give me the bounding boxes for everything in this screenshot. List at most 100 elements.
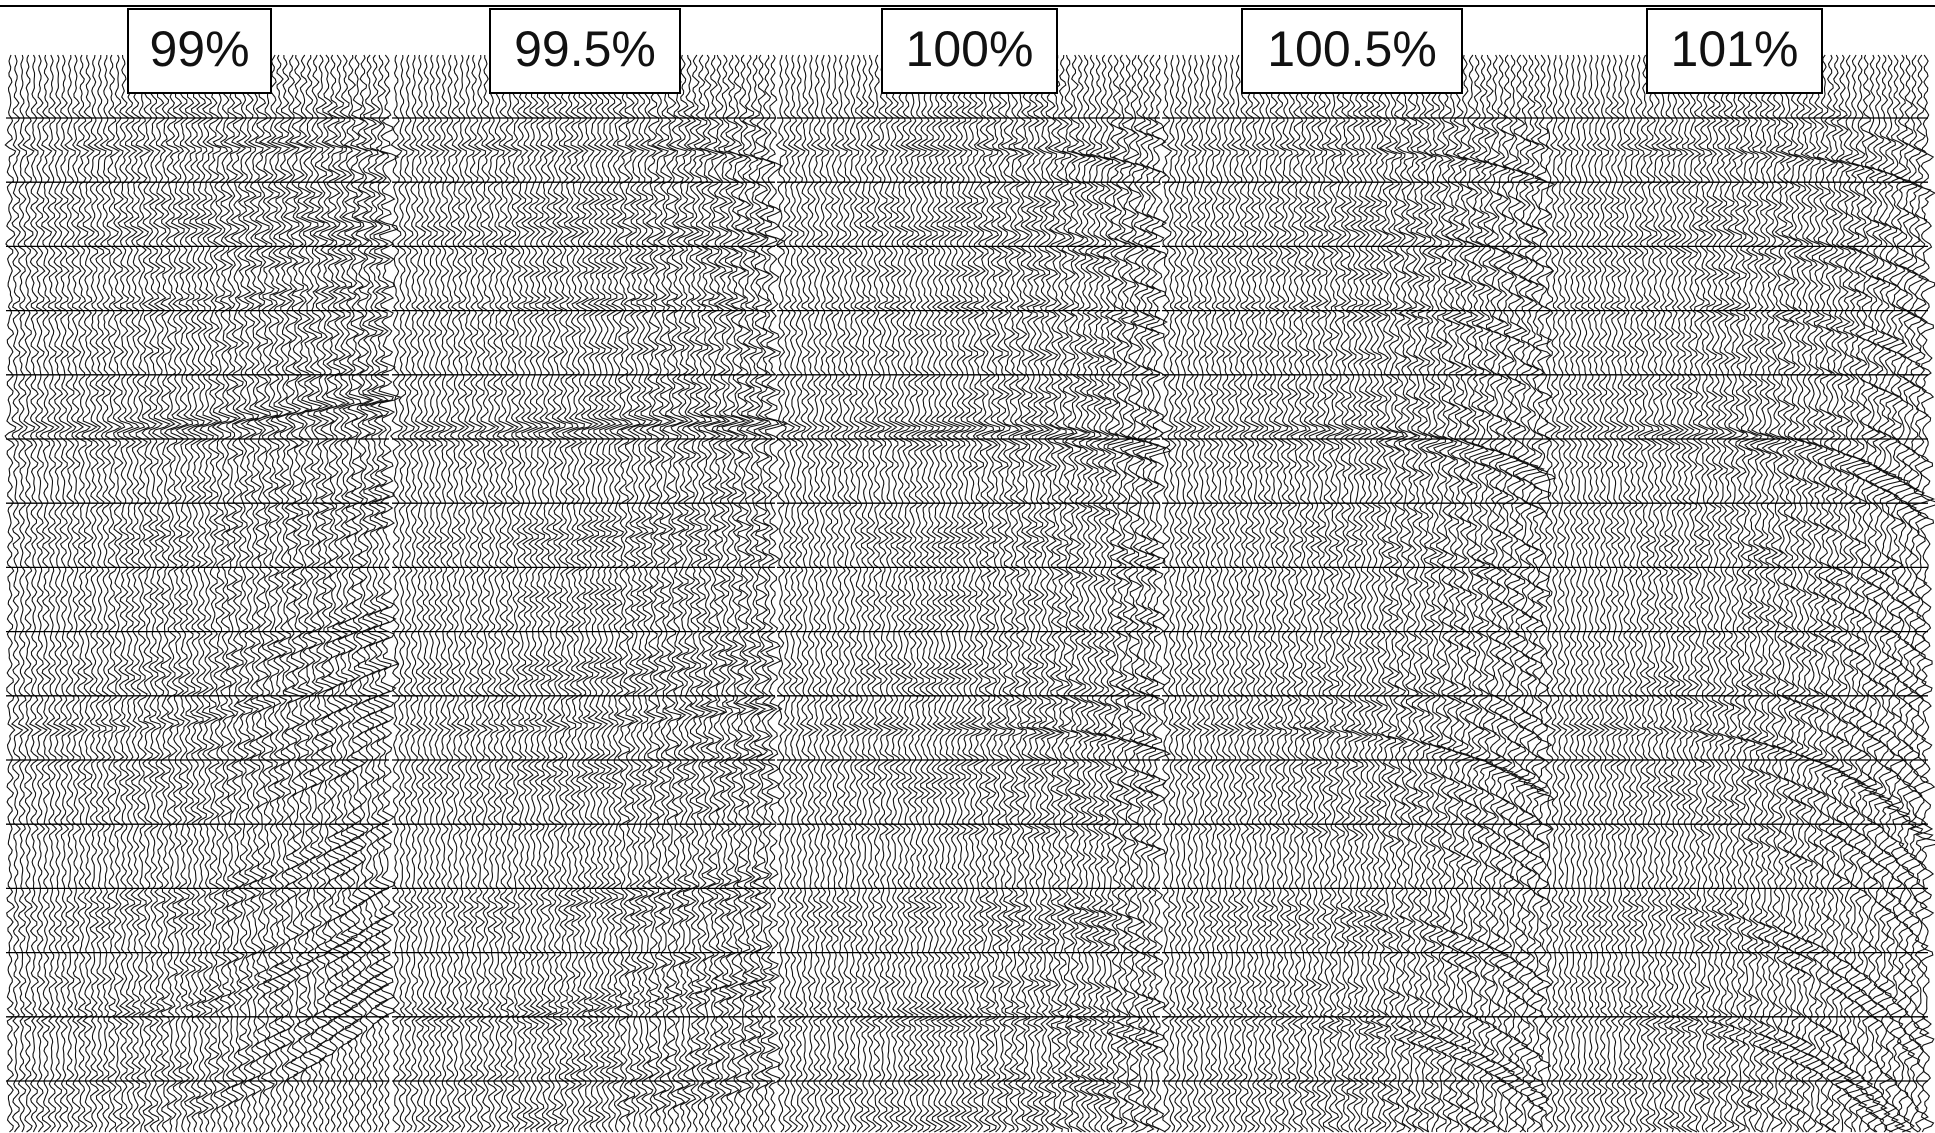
- trace: [413, 54, 429, 1133]
- trace: [1432, 54, 1454, 1133]
- trace: [1415, 54, 1434, 1133]
- trace: [1159, 54, 1174, 1133]
- trace: [1203, 54, 1216, 1133]
- trace: [1077, 54, 1098, 1133]
- trace: [922, 54, 941, 1133]
- trace: [347, 54, 373, 1133]
- trace: [1585, 54, 1600, 1133]
- trace: [829, 54, 844, 1133]
- trace: [409, 54, 422, 1133]
- trace: [1704, 54, 1719, 1133]
- trace: [1286, 54, 1300, 1133]
- trace: [4, 54, 17, 1133]
- trace: [1438, 54, 1459, 1133]
- trace: [369, 54, 395, 1133]
- trace: [11, 54, 24, 1133]
- trace: [175, 54, 194, 1133]
- trace: [1803, 54, 1825, 1133]
- trace: [702, 54, 727, 1133]
- trace: [1596, 54, 1610, 1133]
- trace: [1102, 54, 1122, 1133]
- panel-label: 101%: [1671, 21, 1799, 77]
- trace: [799, 54, 813, 1133]
- trace: [1172, 54, 1186, 1133]
- trace: [841, 54, 856, 1133]
- trace: [1393, 54, 1409, 1133]
- trace: [1024, 54, 1045, 1133]
- trace: [928, 54, 947, 1133]
- trace: [1178, 54, 1193, 1133]
- trace: [716, 54, 739, 1133]
- trace: [527, 54, 544, 1133]
- trace: [1344, 54, 1363, 1133]
- trace: [1303, 54, 1320, 1133]
- trace: [1579, 54, 1593, 1133]
- panel-labels: 99% 99.5% 100% 100.5% 101%: [127, 8, 1823, 94]
- panel-label: 99%: [149, 21, 249, 77]
- trace: [1060, 54, 1079, 1133]
- trace: [940, 54, 960, 1133]
- trace: [1037, 54, 1056, 1133]
- trace: [1834, 54, 1853, 1133]
- trace: [898, 54, 917, 1133]
- trace: [592, 54, 611, 1133]
- trace: [1550, 54, 1562, 1133]
- trace: [70, 54, 85, 1133]
- trace: [521, 54, 539, 1133]
- trace: [905, 54, 921, 1133]
- trace: [104, 54, 122, 1133]
- trace: [377, 54, 402, 1133]
- trace: [806, 54, 819, 1133]
- time-lines: [6, 117, 1928, 1082]
- trace: [223, 54, 242, 1133]
- trace: [1207, 54, 1221, 1133]
- trace: [58, 54, 73, 1133]
- trace: [952, 54, 972, 1133]
- trace: [265, 54, 284, 1133]
- trace: [502, 54, 519, 1133]
- trace: [1226, 54, 1240, 1133]
- trace: [449, 54, 466, 1133]
- trace: [1166, 54, 1179, 1133]
- trace: [846, 54, 861, 1133]
- trace: [1012, 54, 1033, 1133]
- panel-label: 100%: [906, 21, 1034, 77]
- trace: [87, 54, 102, 1133]
- trace: [1279, 54, 1294, 1133]
- trace: [1468, 54, 1490, 1133]
- trace: [661, 54, 685, 1133]
- trace: [1272, 54, 1289, 1133]
- trace: [1261, 55, 1276, 1133]
- trace: [946, 54, 966, 1133]
- trace: [1756, 54, 1777, 1133]
- trace: [1498, 54, 1522, 1133]
- label-box: [1241, 8, 1463, 94]
- label-box: [881, 8, 1058, 94]
- trace: [959, 54, 977, 1133]
- trace: [1419, 54, 1442, 1133]
- trace: [485, 54, 500, 1133]
- trace: [216, 54, 238, 1133]
- trace: [1308, 54, 1327, 1133]
- trace: [122, 54, 140, 1133]
- trace: [775, 54, 788, 1133]
- trace: [975, 54, 995, 1133]
- trace: [934, 54, 954, 1133]
- trace: [93, 54, 108, 1133]
- trace: [981, 54, 1001, 1133]
- trace: [1880, 54, 1903, 1133]
- label-box: [1646, 8, 1823, 94]
- trace: [864, 54, 881, 1133]
- label-box: [489, 8, 681, 94]
- trace: [1744, 54, 1764, 1133]
- label-box: [127, 8, 272, 94]
- trace: [1592, 54, 1606, 1133]
- trace: [1915, 54, 1935, 1133]
- panel-label: 100.5%: [1267, 21, 1437, 77]
- trace: [299, 54, 323, 1133]
- trace: [211, 54, 231, 1133]
- seismic-gathers: [4, 54, 1935, 1133]
- trace: [1780, 54, 1800, 1133]
